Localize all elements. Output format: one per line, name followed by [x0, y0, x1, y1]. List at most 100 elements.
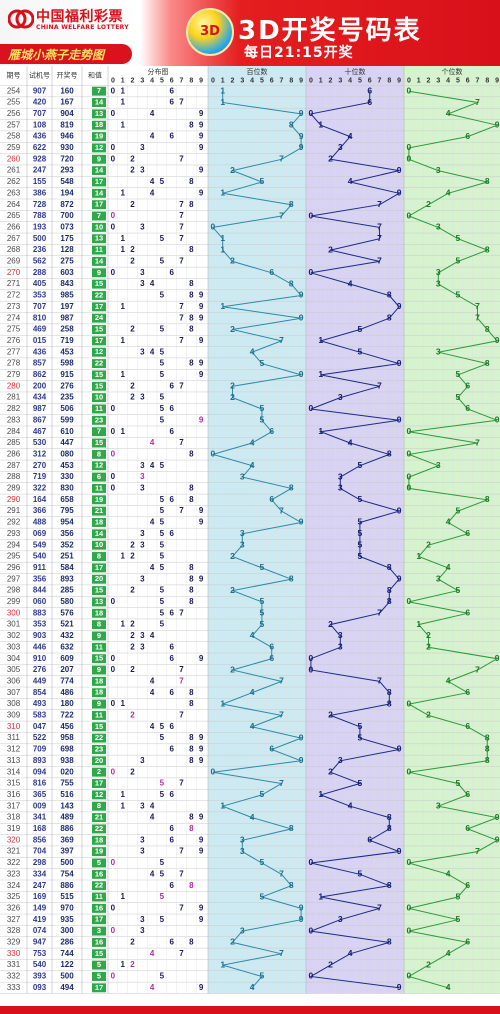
sum-cell: 12: [95, 347, 103, 356]
test-number-cell: 862: [33, 370, 47, 379]
open-number-cell: 774: [60, 676, 74, 685]
distribution-digit: 5: [160, 972, 165, 981]
units-digit: 1: [416, 619, 421, 629]
test-number-cell: 707: [33, 302, 47, 311]
distribution-digit: 6: [169, 688, 174, 697]
open-number-cell: 819: [60, 120, 74, 129]
issue-cell: 274: [7, 313, 21, 322]
sum-badge: [92, 256, 106, 266]
hundreds-digit: 1: [220, 188, 225, 198]
open-number-cell: 515: [60, 892, 74, 901]
distribution-digit: 2: [130, 938, 135, 947]
sum-badge: [92, 642, 106, 652]
hundreds-digit: 3: [240, 835, 245, 845]
test-number-cell: 500: [33, 234, 47, 243]
open-number-cell: 938: [60, 756, 74, 765]
open-number-cell: 915: [60, 370, 74, 379]
test-number-cell: 911: [33, 563, 46, 572]
digit-header: 3: [436, 78, 440, 85]
units-digit: 4: [446, 517, 451, 527]
distribution-digit: 9: [199, 813, 204, 822]
distribution-digit: 5: [160, 563, 165, 572]
hundreds-digit: 6: [269, 744, 274, 754]
distribution-digit: 8: [189, 597, 194, 606]
sum-badge: [92, 291, 106, 300]
sum-badge: [92, 109, 106, 119]
distribution-digit: 0: [111, 211, 116, 220]
sum-badge: [92, 722, 106, 732]
digit-header: 7: [378, 78, 382, 85]
distribution-digit: 8: [189, 359, 194, 368]
distribution-digit: 8: [189, 291, 194, 300]
test-number-cell: 903: [33, 631, 47, 640]
distribution-digit: 0: [111, 699, 116, 708]
tens-digit: 0: [309, 653, 314, 663]
units-digit: 9: [495, 653, 500, 663]
test-number-cell: 015: [33, 336, 47, 345]
distribution-digit: 9: [199, 903, 204, 912]
sum-cell: 16: [95, 869, 103, 878]
sum-cell: 9: [97, 631, 101, 640]
sum-cell: 18: [95, 688, 103, 697]
units-panel: [404, 66, 500, 994]
distribution-digit: 7: [179, 665, 184, 674]
digit-header: 2: [329, 78, 333, 85]
distribution-digit: 2: [130, 166, 135, 175]
open-number-cell: 275: [60, 257, 74, 266]
tens-digit: 6: [367, 835, 372, 845]
units-digit: 8: [485, 324, 490, 334]
digit-header: 1: [319, 78, 323, 85]
issue-cell: 266: [7, 222, 21, 231]
open-number-cell: 521: [60, 620, 74, 629]
sum-badge: [92, 132, 106, 142]
open-number-cell: 128: [60, 245, 74, 254]
ball-label: 3D: [200, 24, 220, 39]
hundreds-digit: 0: [211, 222, 216, 232]
distribution-digit: 2: [130, 200, 135, 209]
digit-header: 2: [131, 78, 135, 85]
hundreds-digit: 4: [250, 346, 255, 356]
units-digit: 5: [456, 256, 461, 266]
sum-badge: [92, 483, 106, 493]
tens-digit: 4: [348, 800, 353, 810]
open-number-cell: 576: [60, 608, 74, 617]
distribution-digit: 8: [189, 200, 194, 209]
hundreds-digit: 2: [230, 551, 235, 561]
distribution-digit: 5: [160, 858, 165, 867]
sum-badge: [92, 710, 106, 720]
test-number-cell: 522: [33, 733, 47, 742]
tens-digit: 3: [338, 630, 343, 640]
distribution-digit: 8: [189, 813, 194, 822]
distribution-digit: 8: [189, 495, 194, 504]
distribution-digit: 5: [160, 461, 165, 470]
distribution-digit: 2: [130, 154, 135, 163]
tens-digit: 5: [358, 732, 363, 742]
hundreds-digit: 2: [230, 165, 235, 175]
sum-badge: [92, 234, 106, 244]
distribution-digit: 7: [179, 200, 184, 209]
issue-cell: 301: [7, 620, 21, 629]
distribution-digit: 7: [179, 313, 184, 322]
distribution-digit: 9: [199, 915, 204, 924]
open-number-cell: 300: [60, 926, 74, 935]
distribution-digit: 8: [189, 325, 194, 334]
units-digit: 6: [465, 789, 470, 799]
sum-cell: 20: [95, 574, 103, 583]
units-digit: 9: [495, 335, 500, 345]
hundreds-digit: 1: [220, 301, 225, 311]
open-number-cell: 886: [60, 881, 74, 890]
digit-header: 5: [160, 78, 164, 85]
units-digit: 6: [465, 381, 470, 391]
distribution-digit: 3: [140, 347, 145, 356]
open-number-cell: 453: [60, 347, 74, 356]
distribution-digit: 9: [199, 574, 204, 583]
distribution-digit: 7: [179, 711, 184, 720]
tens-digit: 0: [309, 971, 314, 981]
distribution-digit: 5: [160, 404, 165, 413]
distribution-digit: 0: [111, 109, 116, 118]
sum-badge: [92, 120, 106, 130]
open-number-cell: 985: [60, 291, 74, 300]
sum-badge: [92, 427, 106, 437]
tens-digit: 5: [358, 494, 363, 504]
sum-cell: 3: [97, 926, 101, 935]
